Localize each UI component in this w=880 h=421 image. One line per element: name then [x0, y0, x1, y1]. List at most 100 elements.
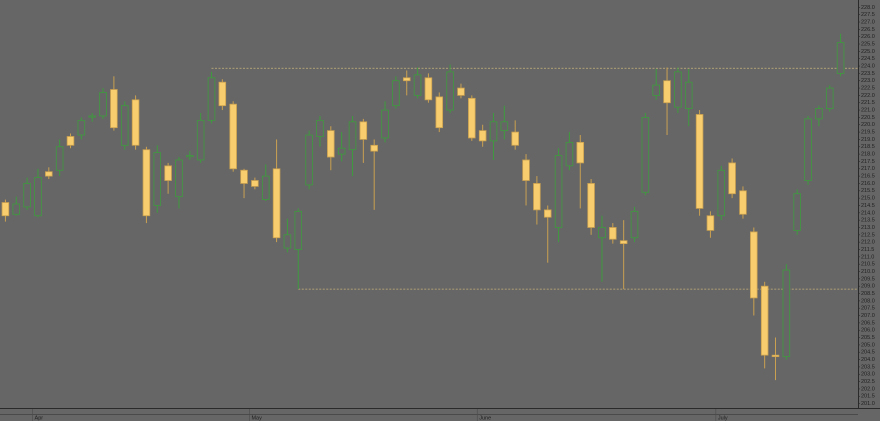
y-tick-label: 223.0 [861, 78, 875, 84]
candle-body [12, 203, 21, 215]
candle-body [131, 99, 140, 146]
y-tick-label: 204.0 [861, 357, 875, 363]
candle-body [229, 103, 237, 170]
candle-body [641, 117, 650, 193]
candle-body [1, 202, 10, 217]
candle-body [359, 121, 368, 140]
candle-body [533, 183, 541, 211]
y-tick-label: 210.0 [861, 269, 875, 275]
x-tick-label: Apr [35, 415, 44, 421]
candle-body [66, 136, 75, 146]
candle-body [392, 80, 400, 107]
candle-body [684, 81, 693, 110]
candle-body [435, 96, 444, 129]
candle-body [619, 240, 628, 245]
y-tick-label: 218.0 [861, 152, 875, 158]
candle-body [110, 89, 118, 129]
y-tick-label: 217.0 [861, 166, 875, 172]
y-tick-label: 207.5 [861, 306, 875, 312]
candle-body [457, 87, 465, 96]
x-tick-label: July [718, 415, 728, 421]
candle-body [543, 209, 552, 218]
candle-body [468, 97, 476, 139]
x-tick-label: June [479, 415, 491, 421]
candle-body [196, 119, 205, 161]
candle-body [316, 119, 324, 137]
candle-body [153, 152, 162, 206]
x-tick-label: May [251, 415, 262, 421]
candle-body [750, 231, 758, 299]
y-tick-label: 216.0 [861, 181, 875, 187]
y-tick-label: 206.0 [861, 328, 875, 334]
candle-body [478, 130, 487, 142]
candle-body [609, 227, 617, 240]
candle-body [836, 42, 845, 74]
candle-body [424, 77, 433, 101]
y-tick-label: 219.5 [861, 130, 875, 136]
candle-body [576, 141, 585, 164]
y-tick-label: 226.0 [861, 34, 875, 40]
candle-body [55, 146, 64, 171]
candle-body [500, 121, 509, 132]
y-tick-label: 209.0 [861, 284, 875, 290]
candle-body [261, 175, 270, 200]
candle-body [207, 77, 216, 121]
y-tick-label: 213.0 [861, 225, 875, 231]
candle-body [782, 269, 791, 358]
candle-body [815, 108, 823, 120]
y-tick-label: 212.0 [861, 240, 875, 246]
candle-body [402, 77, 411, 82]
candle-body [218, 81, 227, 107]
candle-body [88, 115, 96, 118]
y-tick-label: 222.0 [861, 93, 875, 99]
candle-body [695, 114, 704, 209]
candle-body [413, 74, 422, 96]
candle-body [23, 183, 31, 208]
y-tick-label: 220.5 [861, 115, 875, 121]
candle-body [251, 180, 259, 187]
y-tick-label: 211.5 [861, 247, 874, 253]
y-tick-label: 210.5 [861, 262, 875, 268]
candle-body [99, 92, 107, 117]
y-tick-label: 221.0 [861, 108, 875, 114]
y-tick-label: 203.5 [861, 364, 875, 370]
y-tick-label: 207.0 [861, 313, 875, 319]
candle-body [272, 168, 281, 239]
candle-body [348, 121, 357, 151]
y-tick-label: 219.0 [861, 137, 875, 143]
candle-body [760, 285, 769, 356]
candle-body [587, 183, 595, 228]
candle-body [45, 171, 53, 177]
candle-body [370, 144, 378, 152]
y-tick-label: 203.0 [861, 372, 875, 378]
candle-body [327, 130, 335, 158]
y-tick-label: 218.5 [861, 144, 875, 150]
candle-body [804, 118, 812, 181]
candle-body [554, 155, 563, 228]
y-tick-label: 225.5 [861, 41, 875, 47]
candle-body [793, 193, 801, 231]
candle-body [240, 169, 248, 184]
candle-body [652, 84, 660, 96]
candle-body [142, 149, 151, 217]
y-tick-label: 213.5 [861, 218, 875, 224]
candle-body [630, 210, 639, 239]
candle-body [489, 121, 498, 142]
candle-body [294, 210, 303, 250]
y-tick-label: 212.5 [861, 232, 875, 238]
candle-body [565, 141, 574, 167]
candle-body [77, 119, 86, 136]
y-tick-label: 201.5 [861, 394, 875, 400]
y-tick-label: 202.0 [861, 386, 875, 392]
y-tick-label: 227.5 [861, 12, 875, 18]
candle-body [771, 354, 780, 358]
candle-body [446, 71, 454, 111]
y-tick-label: 201.0 [861, 401, 875, 407]
y-tick-label: 208.5 [861, 291, 875, 297]
candle-body [706, 215, 715, 231]
y-tick-label: 202.5 [861, 379, 875, 385]
candle-body [283, 234, 292, 249]
